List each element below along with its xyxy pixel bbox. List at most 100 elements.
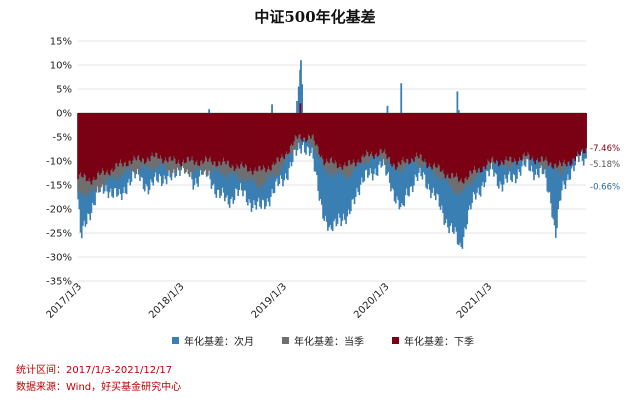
bar — [95, 113, 98, 180]
bar — [548, 113, 551, 164]
bar — [158, 113, 161, 159]
bar — [350, 113, 352, 165]
bar — [317, 113, 319, 147]
bar — [336, 113, 339, 169]
bar — [110, 113, 112, 171]
y-axis-ticks: 15% 10% 5% 0% -5% -10% -15% -20% -25% -30% -35% — [46, 37, 72, 288]
bar — [259, 113, 261, 166]
bar — [422, 113, 425, 162]
bar — [582, 113, 585, 154]
bar — [554, 113, 557, 164]
bar — [567, 113, 569, 162]
bar — [220, 113, 222, 166]
bar — [243, 113, 246, 168]
bar — [77, 113, 79, 180]
bar — [450, 113, 453, 174]
bar — [279, 113, 282, 159]
bar — [358, 113, 361, 163]
bar — [122, 113, 124, 167]
bar — [506, 113, 509, 160]
bar — [544, 113, 546, 160]
bar — [516, 113, 518, 165]
bar — [133, 113, 135, 156]
bar — [496, 113, 499, 162]
bar — [170, 113, 173, 161]
bar — [348, 113, 351, 161]
bar — [103, 113, 106, 175]
bar — [297, 113, 300, 136]
bar — [118, 113, 121, 164]
bar — [494, 113, 496, 164]
bar — [248, 113, 250, 172]
bar — [505, 113, 507, 157]
bar — [191, 113, 193, 157]
bar — [101, 113, 104, 169]
bar — [487, 113, 489, 160]
bar — [356, 113, 358, 163]
bar — [354, 113, 357, 167]
bar — [425, 113, 427, 163]
y-tick-label: 10% — [50, 61, 72, 72]
bar — [565, 113, 568, 167]
bar — [325, 113, 328, 159]
bar — [419, 113, 421, 155]
bar — [409, 113, 412, 163]
bar — [476, 113, 478, 173]
bar — [237, 113, 239, 167]
bar — [301, 113, 304, 142]
bar — [125, 113, 128, 167]
bar — [511, 113, 513, 163]
bar — [91, 113, 94, 181]
bar — [473, 113, 476, 167]
bar — [402, 113, 404, 158]
bar — [554, 113, 557, 238]
legend-swatch — [392, 337, 399, 344]
bar — [244, 113, 247, 164]
bar — [194, 113, 197, 162]
bar — [370, 113, 373, 152]
bar — [295, 113, 298, 137]
bar — [388, 113, 391, 158]
bar — [322, 113, 324, 159]
bar — [293, 113, 295, 142]
bar — [192, 113, 195, 161]
bar — [365, 113, 368, 151]
bar — [398, 113, 401, 163]
bar — [305, 113, 307, 142]
bar — [123, 113, 125, 163]
bar — [401, 113, 403, 160]
y-tick-label: -20% — [46, 205, 72, 216]
bar — [495, 113, 498, 160]
bar — [83, 113, 85, 174]
bar — [553, 113, 556, 164]
spike-bar — [296, 101, 298, 113]
bar — [219, 113, 221, 162]
bar — [128, 113, 130, 161]
bar — [210, 113, 213, 162]
legend-swatch — [172, 337, 179, 344]
bar — [90, 113, 93, 185]
bar — [120, 113, 123, 164]
bar — [294, 113, 296, 136]
bar — [518, 113, 521, 158]
bar — [393, 113, 396, 165]
bar — [200, 113, 203, 160]
bar — [272, 113, 275, 162]
y-tick-label: -35% — [46, 277, 72, 288]
bar — [414, 113, 416, 157]
bar — [369, 113, 372, 154]
bar — [277, 113, 279, 158]
bar — [474, 113, 477, 170]
bar — [455, 113, 458, 173]
legend-label: 年化基差：下季 — [404, 337, 474, 348]
bar — [261, 113, 264, 170]
legend-label: 年化基差：次月 — [184, 337, 254, 348]
bar — [288, 113, 290, 153]
bar — [490, 113, 493, 159]
bar — [437, 113, 439, 164]
bar — [540, 113, 543, 157]
bar — [148, 113, 151, 161]
bar — [230, 113, 232, 169]
bar — [175, 113, 178, 165]
bar — [519, 113, 522, 160]
